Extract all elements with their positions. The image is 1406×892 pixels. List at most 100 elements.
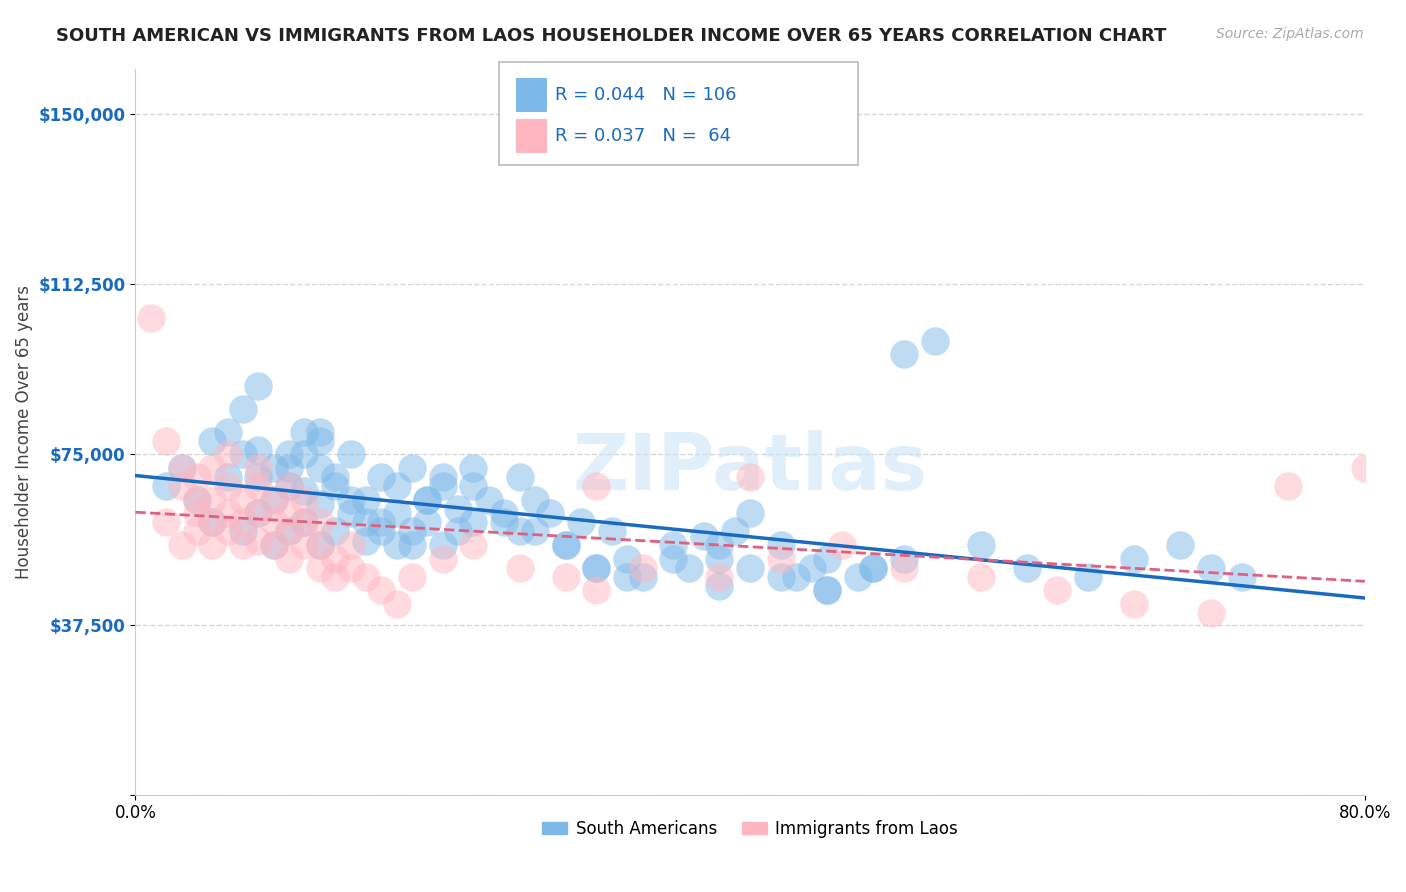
Point <box>800 561 823 575</box>
Point <box>217 425 239 439</box>
Point <box>201 516 224 530</box>
Point <box>294 447 316 461</box>
Point <box>385 479 408 493</box>
Point <box>155 479 177 493</box>
Point <box>1170 538 1192 552</box>
Point <box>155 516 177 530</box>
Point <box>308 461 330 475</box>
Point <box>278 524 301 539</box>
Point <box>494 516 516 530</box>
Point <box>432 538 454 552</box>
Point <box>401 524 423 539</box>
Point <box>1230 570 1253 584</box>
Point <box>401 538 423 552</box>
Point <box>631 570 654 584</box>
Point <box>186 524 208 539</box>
Point <box>201 461 224 475</box>
Point <box>893 347 915 361</box>
Point <box>263 538 285 552</box>
Point <box>294 538 316 552</box>
Point <box>846 570 869 584</box>
Point <box>1354 461 1376 475</box>
Point <box>616 570 638 584</box>
Point <box>385 538 408 552</box>
Point <box>308 497 330 511</box>
Point <box>709 570 731 584</box>
Point <box>263 492 285 507</box>
Point <box>278 479 301 493</box>
Text: R = 0.044   N = 106: R = 0.044 N = 106 <box>555 87 737 104</box>
Point <box>969 538 991 552</box>
Point <box>769 570 792 584</box>
Point <box>416 492 439 507</box>
Point <box>339 492 361 507</box>
Point <box>1199 561 1222 575</box>
Point <box>339 506 361 520</box>
Point <box>893 551 915 566</box>
Point <box>294 516 316 530</box>
Point <box>463 538 485 552</box>
Point <box>370 524 392 539</box>
Point <box>201 516 224 530</box>
Point <box>569 516 592 530</box>
Point <box>247 506 270 520</box>
Point <box>323 524 346 539</box>
Point <box>1199 606 1222 620</box>
Point <box>600 524 623 539</box>
Point <box>662 551 685 566</box>
Point <box>232 524 254 539</box>
Point <box>201 434 224 448</box>
Point <box>678 561 700 575</box>
Point <box>1123 551 1146 566</box>
Point <box>186 470 208 484</box>
Point <box>509 524 531 539</box>
Point <box>769 538 792 552</box>
Point <box>831 538 853 552</box>
Point <box>538 506 561 520</box>
Point <box>308 561 330 575</box>
Point <box>354 492 377 507</box>
Point <box>278 551 301 566</box>
Point <box>323 479 346 493</box>
Point <box>370 470 392 484</box>
Point <box>370 583 392 598</box>
Point <box>217 506 239 520</box>
Point <box>494 506 516 520</box>
Point <box>693 529 716 543</box>
Point <box>278 524 301 539</box>
Point <box>263 538 285 552</box>
Point <box>463 516 485 530</box>
Point <box>170 461 193 475</box>
Point <box>554 570 576 584</box>
Point <box>217 470 239 484</box>
Point <box>432 470 454 484</box>
Point <box>554 538 576 552</box>
Point <box>616 551 638 566</box>
Point <box>585 583 607 598</box>
Point <box>740 561 762 575</box>
Legend: South Americans, Immigrants from Laos: South Americans, Immigrants from Laos <box>536 814 965 845</box>
Point <box>308 538 330 552</box>
Point <box>370 516 392 530</box>
Point <box>232 447 254 461</box>
Point <box>554 538 576 552</box>
Point <box>217 447 239 461</box>
Point <box>170 461 193 475</box>
Point <box>815 583 838 598</box>
Point <box>201 492 224 507</box>
Point <box>339 538 361 552</box>
Point <box>217 524 239 539</box>
Point <box>308 434 330 448</box>
Point <box>247 479 270 493</box>
Point <box>278 447 301 461</box>
Point <box>862 561 884 575</box>
Point <box>1277 479 1299 493</box>
Point <box>232 538 254 552</box>
Point <box>862 561 884 575</box>
Point <box>1077 570 1099 584</box>
Point <box>1015 561 1038 575</box>
Point <box>339 561 361 575</box>
Point <box>263 492 285 507</box>
Point <box>247 379 270 393</box>
Point <box>815 583 838 598</box>
